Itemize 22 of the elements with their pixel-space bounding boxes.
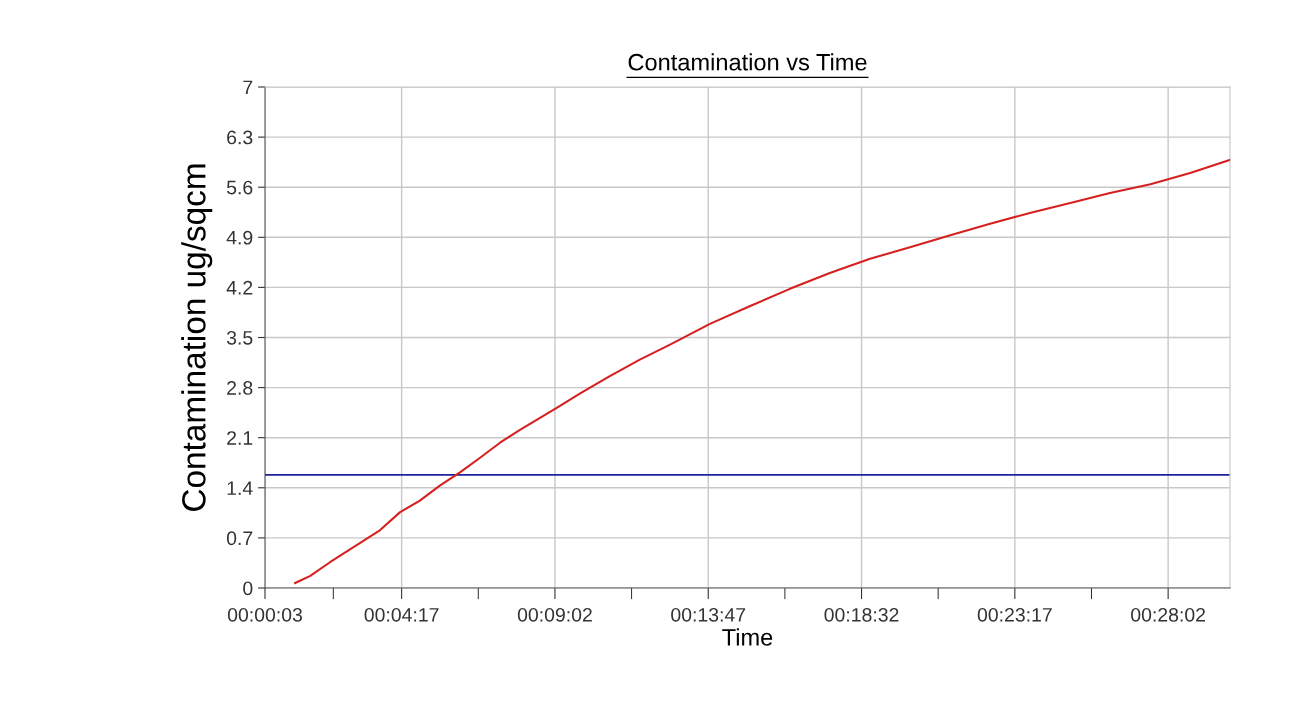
- chart-title: Contamination vs Time: [628, 53, 867, 71]
- x-tick-label: 00:13:47: [671, 607, 746, 622]
- line-series: [294, 158, 1230, 585]
- y-tick-label: 6.3: [227, 130, 253, 145]
- y-tick-label: 7: [243, 80, 253, 95]
- x-tick-label: 00:28:02: [1131, 607, 1205, 622]
- y-tick-label: 5.6: [226, 180, 253, 195]
- y-tick-label: 4.2: [226, 280, 253, 295]
- y-tick-label: 0.7: [226, 531, 253, 546]
- y-tick-label: 2.1: [227, 431, 253, 445]
- y-tick-label: 0: [243, 581, 253, 596]
- y-tick-label: 3.5: [226, 330, 253, 345]
- x-tick-label: 00:00:03: [227, 607, 302, 622]
- x-axis-title: Time: [722, 628, 773, 646]
- y-tick-label: 2.8: [227, 381, 253, 395]
- x-tick-label: 00:09:02: [517, 607, 592, 622]
- y-axis-title: Contamination ug/sqcm: [181, 164, 213, 511]
- x-tick-label: 00:18:32: [824, 607, 899, 622]
- y-tick-label: 1.4: [227, 481, 253, 495]
- x-tick-label: 00:04:17: [364, 607, 439, 622]
- x-tick-label: 00:23:17: [977, 607, 1052, 622]
- y-tick-label: 4.9: [226, 230, 253, 245]
